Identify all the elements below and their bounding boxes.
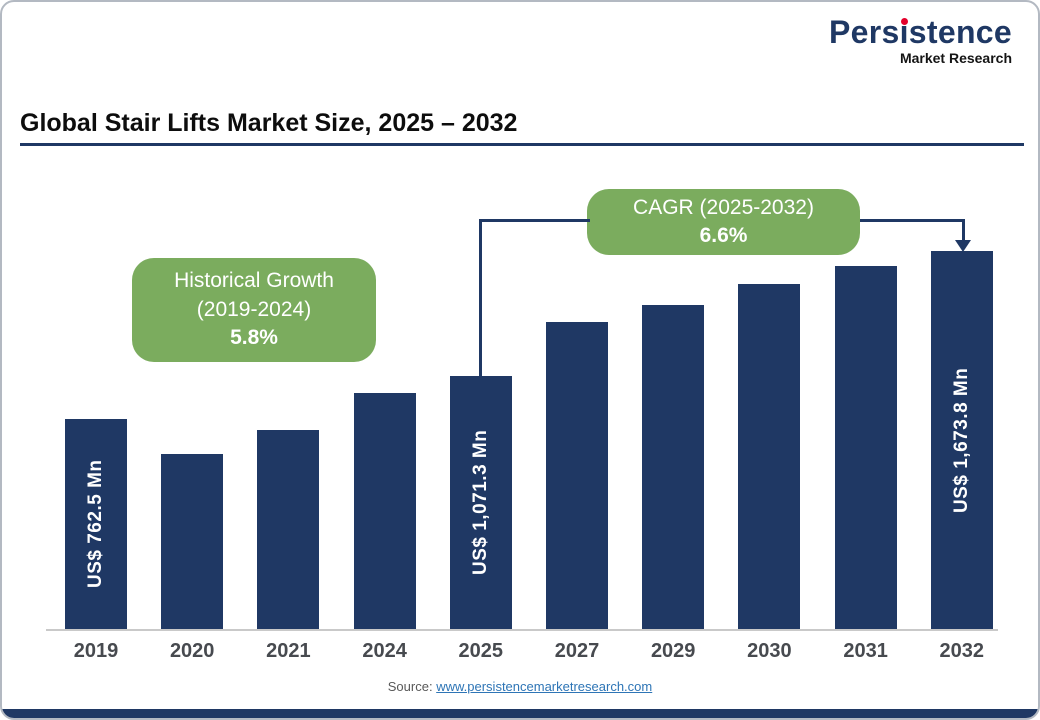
brand-name-i-red-dot: i (899, 14, 909, 50)
bar-group-2030 (721, 284, 817, 629)
axis-label-2024: 2024 (362, 640, 407, 662)
bar-group-2027 (529, 322, 625, 629)
cagr-connector-left-vertical (479, 219, 482, 377)
source-link[interactable]: www.persistencemarketresearch.com (436, 679, 653, 694)
x-axis-baseline (46, 629, 998, 631)
source-line: Source: www.persistencemarketresearch.co… (2, 679, 1038, 694)
bar-2021 (257, 430, 320, 629)
title-underline (20, 143, 1024, 146)
axis-label-2019: 2019 (73, 640, 119, 662)
axis-label-2025: 2025 (458, 640, 504, 662)
bar-group-2019: US$ 762.5 Mn (48, 419, 144, 629)
brand-name: Persistence (829, 16, 1012, 48)
brand-logo: Persistence Market Research (829, 16, 1012, 65)
bar-2032 (930, 251, 993, 629)
bar-2029 (642, 305, 705, 629)
cagr-line1: CAGR (2025-2032) (633, 195, 814, 219)
axis-label-2027: 2027 (554, 640, 600, 662)
bar-value-label-2032: US$ 1,673.8 Mn (950, 367, 972, 513)
bar-2019 (65, 419, 127, 629)
bar-value-label-2025: US$ 1,071.3 Mn (469, 429, 491, 576)
historical-growth-period: (2019-2024) (196, 297, 312, 321)
bar-group-2024 (337, 393, 433, 629)
bar-group-2032: US$ 1,673.8 Mn (914, 251, 1010, 629)
historical-growth-value: 5.8% (230, 326, 278, 350)
cagr-connector-right-horizontal (860, 219, 965, 222)
page-title: Global Stair Lifts Market Size, 2025 – 2… (20, 109, 518, 137)
bar-2025 (449, 376, 512, 629)
cagr-arrowhead-icon (955, 240, 971, 252)
bottom-accent-bar (2, 709, 1038, 718)
brand-tagline: Market Research (899, 50, 1012, 66)
axis-label-2020: 2020 (169, 640, 215, 662)
brand-name-post: stence (908, 14, 1012, 50)
bar-group-2020 (144, 454, 240, 629)
cagr-callout: CAGR (2025-2032) 6.6% (587, 189, 860, 255)
bar-2024 (353, 393, 416, 629)
bar-2030 (738, 284, 801, 629)
bar-2027 (546, 322, 608, 629)
axis-label-2029: 2029 (650, 640, 696, 662)
source-label: Source: (387, 679, 433, 694)
brand-name-pre: Pers (829, 14, 900, 50)
historical-growth-callout: Historical Growth (2019-2024) 5.8% (132, 258, 376, 362)
bar-2031 (834, 266, 897, 629)
bar-value-label-2019: US$ 762.5 Mn (85, 459, 106, 589)
axis-label-2031: 2031 (843, 640, 888, 662)
cagr-connector-left-horizontal (479, 219, 590, 222)
cagr-value: 6.6% (699, 224, 748, 247)
historical-growth-line1: Historical Growth (174, 269, 334, 293)
cagr-connector-right-vertical (962, 219, 965, 241)
bar-group-2021 (240, 430, 336, 629)
bar-2020 (161, 454, 224, 629)
axis-label-2030: 2030 (747, 640, 792, 662)
bar-group-2029 (625, 305, 721, 629)
axis-label-2032: 2032 (939, 640, 985, 662)
axis-label-2021: 2021 (266, 640, 311, 662)
bar-group-2031 (818, 266, 914, 629)
bar-group-2025: US$ 1,071.3 Mn (433, 376, 529, 629)
